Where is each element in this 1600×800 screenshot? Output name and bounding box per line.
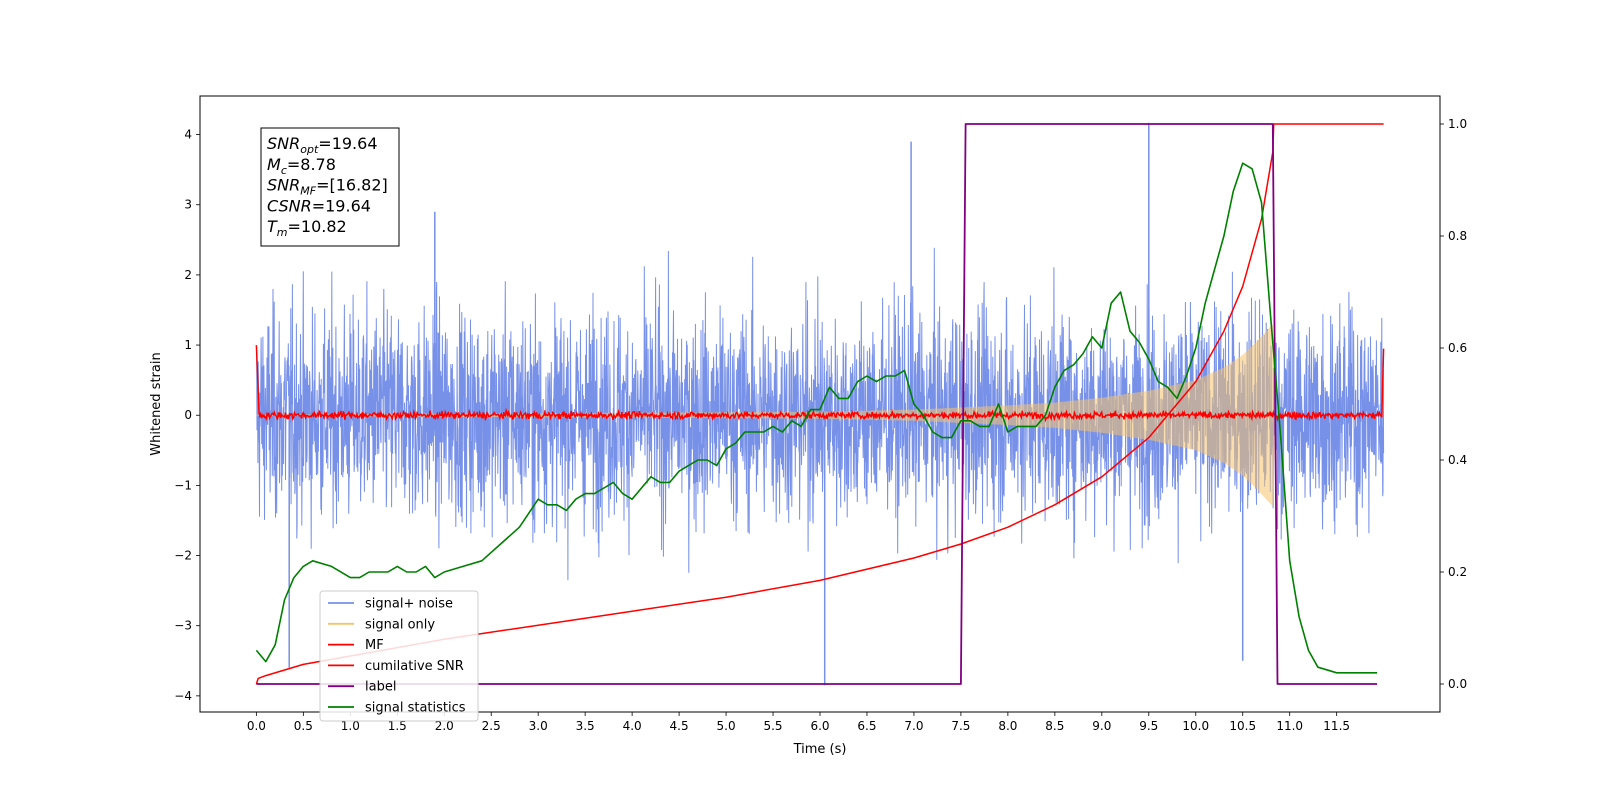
x-tick-label: 0.0	[247, 719, 266, 733]
x-tick-label: 8.5	[1045, 719, 1064, 733]
x-tick-label: 6.0	[810, 719, 829, 733]
x-tick-label: 3.0	[529, 719, 548, 733]
x-axis-label: Time (s)	[793, 742, 847, 757]
annotation-value: =19.64	[312, 196, 371, 215]
x-axis: 0.0 0.5 1.0 1.5 2.0 2.5 3.0 3.5 4.0 4.5 5.0 5.5 6.0 6…	[247, 712, 1350, 733]
annotation-value: =10.82	[288, 217, 347, 236]
annotation-line: SNRMF=[16.82]	[267, 176, 388, 198]
y-tick-label: 4	[184, 128, 192, 142]
y2-tick-label: 0.4	[1448, 453, 1467, 467]
x-tick-label: 11.5	[1323, 719, 1350, 733]
annotation-symbol: CSNR	[267, 196, 312, 215]
series-signal-statistics	[255, 162, 1378, 674]
y-tick-label: 2	[184, 268, 192, 282]
annotation-subscript: MF	[300, 185, 316, 198]
series-label	[256, 123, 1378, 685]
legend-label: signal statistics	[365, 701, 466, 716]
annotation-symbol: M	[267, 155, 281, 174]
x-tick-label: 5.0	[717, 719, 736, 733]
y-axis-left: −4 −3 −2 −1 0 1 2 3 4	[174, 128, 200, 703]
x-tick-label: 1.5	[388, 719, 407, 733]
annotation-symbol: T	[267, 217, 278, 236]
signal-noise-line	[255, 247, 1385, 581]
y-tick-label: 3	[184, 198, 192, 212]
annotation-subscript: m	[277, 226, 288, 239]
annotation-line: CSNR=19.64	[267, 196, 371, 215]
legend-frame	[319, 590, 479, 722]
y2-tick-label: 0.2	[1448, 565, 1467, 579]
annotation-box: SNRopt=19.64Mc=8.78SNRMF=[16.82]CSNR=19.…	[260, 127, 400, 247]
legend-label: cumilative SNR	[365, 659, 464, 674]
x-tick-label: 1.0	[341, 719, 360, 733]
y-tick-label: −1	[174, 478, 192, 492]
x-tick-label: 8.0	[998, 719, 1017, 733]
x-tick-label: 10.5	[1229, 719, 1256, 733]
x-tick-label: 11.0	[1276, 719, 1303, 733]
annotation-symbol: SNR	[267, 134, 300, 153]
x-tick-label: 6.5	[857, 719, 876, 733]
y-tick-label: −3	[174, 619, 192, 633]
x-tick-label: 9.5	[1139, 719, 1158, 733]
annotation-line: Mc=8.78	[267, 155, 336, 177]
annotation-subscript: c	[281, 164, 287, 177]
x-tick-label: 5.5	[763, 719, 782, 733]
y-tick-label: 1	[184, 338, 192, 352]
y-axis-right: 0.0 0.2 0.4 0.6 0.8 1.0	[1440, 117, 1467, 691]
y2-tick-label: 0.8	[1448, 229, 1467, 243]
annotation-symbol: SNR	[267, 176, 300, 195]
legend-label: signal+ noise	[365, 597, 453, 612]
annotation-value: =8.78	[287, 155, 336, 174]
signal-noise-peaks	[288, 122, 1244, 686]
legend-label: MF	[365, 638, 384, 653]
y-tick-label: 0	[184, 408, 192, 422]
annotation-subscript: opt	[300, 143, 319, 156]
x-tick-label: 3.5	[576, 719, 595, 733]
y2-tick-label: 0.6	[1448, 341, 1467, 355]
legend-label: label	[365, 680, 396, 695]
annotation-frame	[260, 127, 400, 247]
annotation-value: =19.64	[318, 134, 377, 153]
series-signal-noise	[255, 122, 1385, 686]
legend-label: signal only	[365, 617, 435, 632]
series-mf	[255, 345, 1385, 423]
x-tick-label: 2.0	[435, 719, 454, 733]
x-tick-label: 7.0	[904, 719, 923, 733]
y2-tick-label: 1.0	[1448, 117, 1467, 131]
y-axis-label: Whitened strain	[149, 352, 164, 455]
y-tick-label: −4	[174, 689, 192, 703]
annotation-line: SNRopt=19.64	[267, 134, 378, 156]
annotation-line: Tm=10.82	[267, 217, 347, 239]
x-tick-label: 10.0	[1182, 719, 1209, 733]
x-tick-label: 7.5	[951, 719, 970, 733]
x-tick-label: 9.0	[1092, 719, 1111, 733]
plot-area	[255, 122, 1385, 686]
y2-tick-label: 0.0	[1448, 677, 1467, 691]
legend: signal+ noise signal only MF cumilative SNR…	[319, 590, 479, 722]
y-tick-label: −2	[174, 549, 192, 563]
x-tick-label: 0.5	[294, 719, 313, 733]
x-tick-label: 4.5	[670, 719, 689, 733]
x-tick-label: 4.0	[623, 719, 642, 733]
annotation-value: =[16.82]	[316, 176, 388, 195]
x-tick-label: 2.5	[482, 719, 501, 733]
